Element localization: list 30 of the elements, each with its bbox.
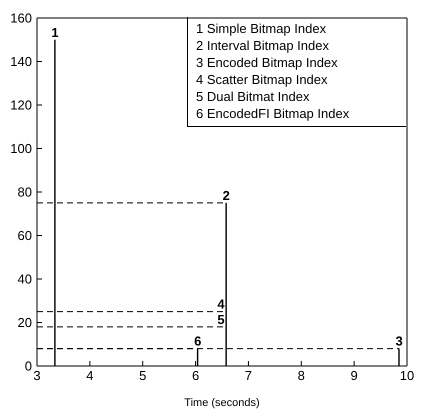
annotation: 5 [217, 312, 225, 327]
x-tick-label: 8 [298, 368, 305, 384]
y-tick-label: 20 [18, 315, 32, 330]
x-tick-label: 6 [192, 368, 200, 384]
y-tick-label: 40 [18, 272, 32, 287]
y-tick-label: 160 [10, 10, 32, 26]
annotation: 3 [395, 334, 403, 349]
annotation: 4 [217, 296, 226, 312]
x-tick-label: 10 [400, 368, 414, 384]
y-tick-label: 0 [24, 358, 32, 374]
x-tick-label: 3 [33, 368, 41, 384]
y-tick-label: 100 [10, 141, 32, 156]
y-tick-label: 60 [18, 228, 32, 244]
y-tick-label: 120 [10, 98, 32, 113]
annotation: 3 Encoded Bitmap Index [196, 54, 339, 71]
annotation: 2 [222, 188, 230, 203]
annotation: 1 Simple Bitmap Index [196, 20, 328, 37]
annotation: 6 EncodedFI Bitmap Index [196, 105, 350, 122]
annotation: 4 Scatter Bitmap Index [196, 71, 329, 88]
y-tick-label: 140 [10, 54, 32, 70]
x-tick-label: 5 [139, 368, 146, 384]
x-tick-label: 9 [350, 368, 358, 384]
x-tick-label: 7 [244, 368, 252, 384]
annotation: 5 Dual Bitmat Index [196, 88, 310, 105]
x-axis-title: Time (seconds) [184, 397, 260, 409]
annotation: 6 [194, 334, 202, 349]
annotation: 2 Interval Bitmap Index [196, 37, 330, 54]
annotation: 1 [51, 24, 59, 40]
y-tick-label: 80 [18, 184, 32, 200]
x-tick-label: 4 [86, 368, 94, 384]
